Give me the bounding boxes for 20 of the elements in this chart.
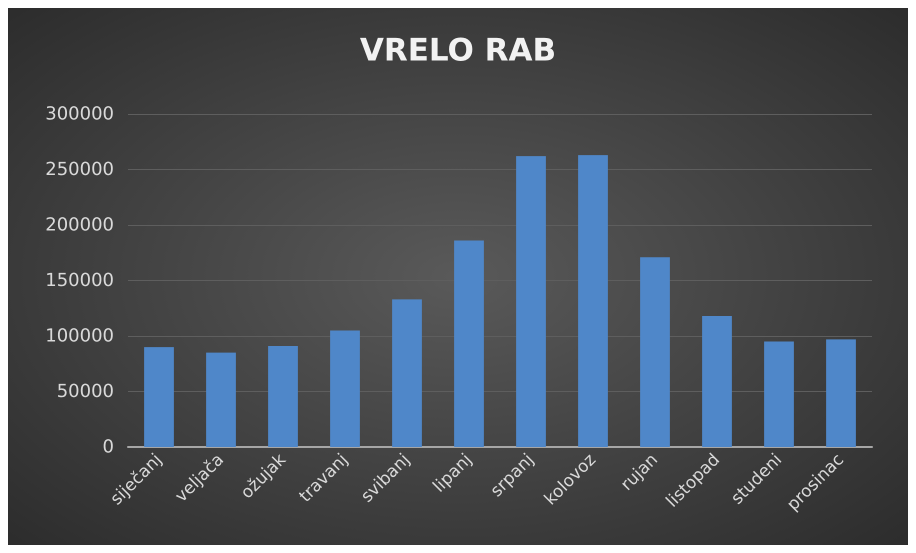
bar: [516, 156, 546, 447]
chart-title: VRELO RAB: [360, 32, 556, 68]
y-tick-label: 300000: [45, 104, 114, 124]
bar: [144, 347, 174, 447]
bar: [640, 257, 670, 447]
bar: [578, 155, 608, 447]
y-tick-label: 0: [102, 436, 114, 458]
bar: [268, 346, 298, 447]
bar: [392, 299, 422, 447]
y-tick-label: 150000: [45, 270, 114, 291]
y-tick-label: 200000: [45, 214, 114, 236]
y-tick-label: 50000: [56, 381, 114, 402]
y-tick-label: 100000: [45, 326, 114, 346]
bar: [206, 352, 236, 447]
bar: [826, 339, 856, 447]
bar: [330, 330, 360, 447]
bar: [764, 342, 794, 447]
bar: [454, 240, 484, 447]
bar: [702, 316, 732, 447]
y-tick-label: 250000: [45, 159, 114, 180]
